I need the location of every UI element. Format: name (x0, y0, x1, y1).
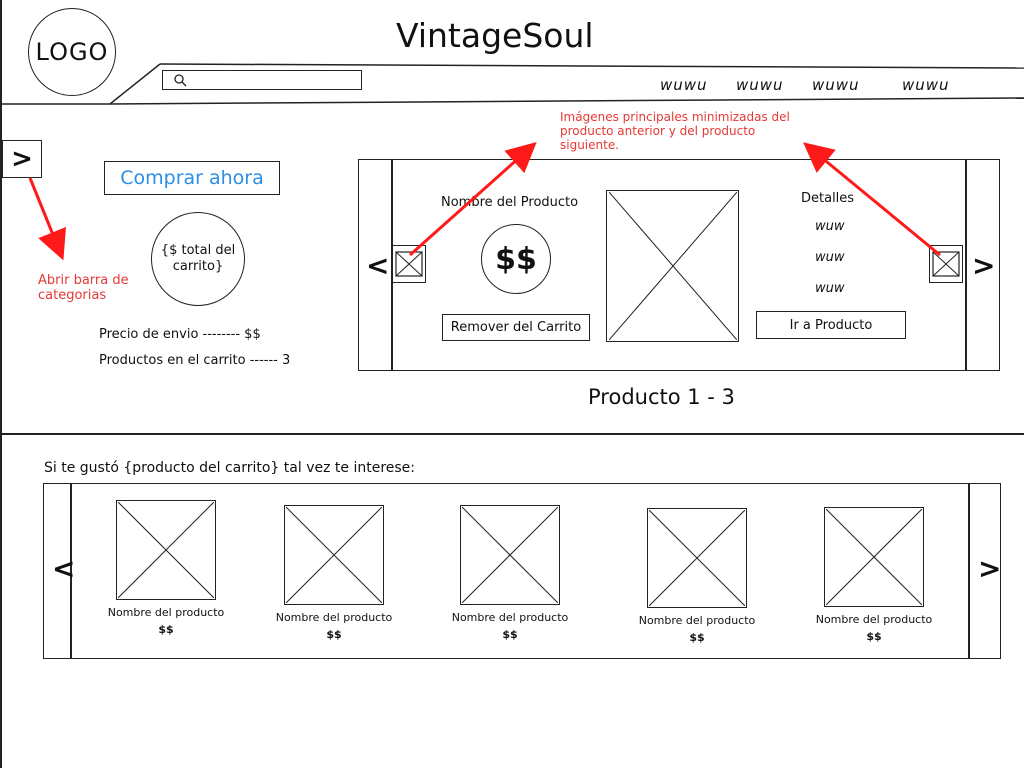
rec-image (460, 505, 560, 605)
rec-item-name: Nombre del producto (107, 606, 225, 619)
brand-title: VintageSoul (396, 16, 594, 55)
image-placeholder-icon (118, 502, 214, 598)
thumbnails-annotation: Imágenes principales minimizadas del pro… (560, 110, 790, 152)
image-placeholder-icon (462, 507, 558, 603)
sidebar-annotation: Abrir barra de categorias (38, 273, 129, 303)
page-left-border (0, 0, 2, 768)
prev-product-thumbnail[interactable] (392, 245, 426, 283)
chevron-right-icon: > (11, 144, 33, 174)
rec-image (824, 507, 924, 607)
go-to-product-button[interactable]: Ir a Producto (756, 311, 906, 339)
nav-item-4[interactable]: wuwu (902, 76, 950, 94)
image-placeholder-icon (286, 507, 382, 603)
product-price: $$ (481, 224, 551, 294)
header-lines (0, 63, 1024, 105)
section-divider (0, 433, 1024, 435)
recommendations-title: Si te gustó {producto del carrito} tal v… (44, 460, 415, 476)
rec-item-price: $$ (502, 628, 518, 641)
details-line-3: wuw (815, 281, 845, 296)
rec-item-name: Nombre del producto (815, 613, 933, 626)
rec-image (116, 500, 216, 600)
nav-item-3[interactable]: wuwu (812, 76, 860, 94)
carousel-prev-button[interactable]: < (366, 249, 390, 282)
rec-prev-button[interactable]: < (52, 552, 76, 585)
rec-divider-right (968, 484, 970, 658)
rec-item-2[interactable]: Nombre del producto $$ (264, 505, 404, 641)
rec-item-4[interactable]: Nombre del producto $$ (627, 508, 767, 644)
rec-image (284, 505, 384, 605)
cart-total: {$ total del carrito} (151, 212, 245, 306)
carousel-divider-right (965, 160, 967, 370)
rec-item-name: Nombre del producto (275, 611, 393, 624)
rec-next-button[interactable]: > (978, 552, 1002, 585)
details-title: Detalles (801, 191, 855, 206)
rec-image (647, 508, 747, 608)
rec-item-price: $$ (689, 631, 705, 644)
carousel-divider-left (391, 160, 393, 370)
image-placeholder-icon (932, 251, 960, 277)
rec-item-price: $$ (158, 623, 174, 636)
cart-count-text: Productos en el carrito ------ 3 (99, 353, 291, 368)
shipping-price-text: Precio de envio -------- $$ (99, 327, 261, 342)
logo: LOGO (28, 8, 116, 96)
search-input[interactable] (162, 70, 362, 90)
sidebar-toggle-button[interactable]: > (2, 140, 42, 178)
details-line-1: wuw (815, 219, 845, 234)
carousel-counter: Producto 1 - 3 (588, 385, 735, 409)
image-placeholder-icon (395, 251, 423, 277)
product-main-image (606, 190, 739, 342)
rec-item-1[interactable]: Nombre del producto $$ (96, 500, 236, 636)
search-icon (174, 74, 187, 87)
rec-item-price: $$ (866, 630, 882, 643)
image-placeholder-icon (826, 509, 922, 605)
product-carousel (358, 159, 1000, 371)
rec-item-3[interactable]: Nombre del producto $$ (440, 505, 580, 641)
rec-item-name: Nombre del producto (638, 614, 756, 627)
nav-item-1[interactable]: wuwu (660, 76, 708, 94)
rec-item-5[interactable]: Nombre del producto $$ (804, 507, 944, 643)
rec-item-price: $$ (326, 628, 342, 641)
carousel-next-button[interactable]: > (972, 249, 996, 282)
image-placeholder-icon (608, 192, 737, 340)
nav-item-2[interactable]: wuwu (736, 76, 784, 94)
remove-from-cart-button[interactable]: Remover del Carrito (442, 314, 590, 341)
details-line-2: wuw (815, 250, 845, 265)
image-placeholder-icon (649, 510, 745, 606)
recommendations-carousel (43, 483, 1001, 659)
rec-divider-left (70, 484, 72, 658)
buy-now-button[interactable]: Comprar ahora (104, 161, 280, 195)
rec-item-name: Nombre del producto (451, 611, 569, 624)
